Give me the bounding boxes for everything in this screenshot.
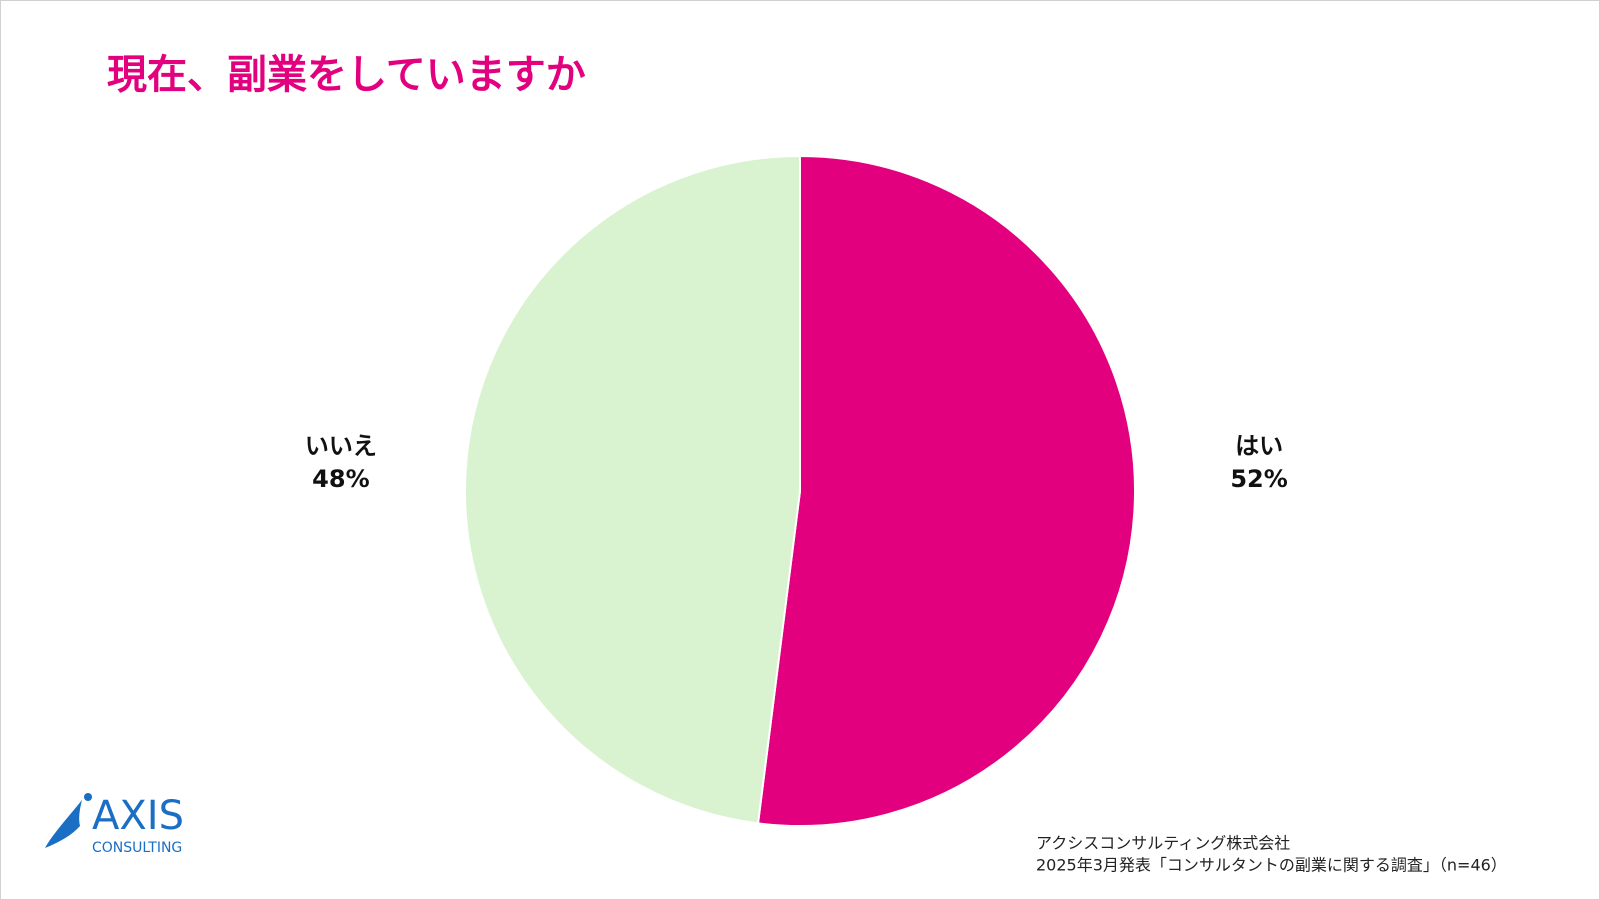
logo-icon [45,800,82,848]
chart-title: 現在、副業をしていますか [107,52,586,98]
logo-name: AXIS [92,793,184,839]
slice-label: はい [1235,432,1283,460]
logo-dot [84,793,92,801]
footer-source: 2025年3月発表「コンサルタントの副業に関する調査」（n=46） [1036,856,1507,875]
pie-slice [756,154,1136,827]
pie-slice [464,154,801,825]
value-label: 52% [1230,465,1287,493]
logo-subtitle: CONSULTING [92,840,182,856]
slice-label: いいえ [305,432,377,460]
logo: AXIS CONSULTING [45,793,184,856]
footer-company: アクシスコンサルティング株式会社 [1036,834,1290,853]
value-label: 48% [312,465,369,493]
